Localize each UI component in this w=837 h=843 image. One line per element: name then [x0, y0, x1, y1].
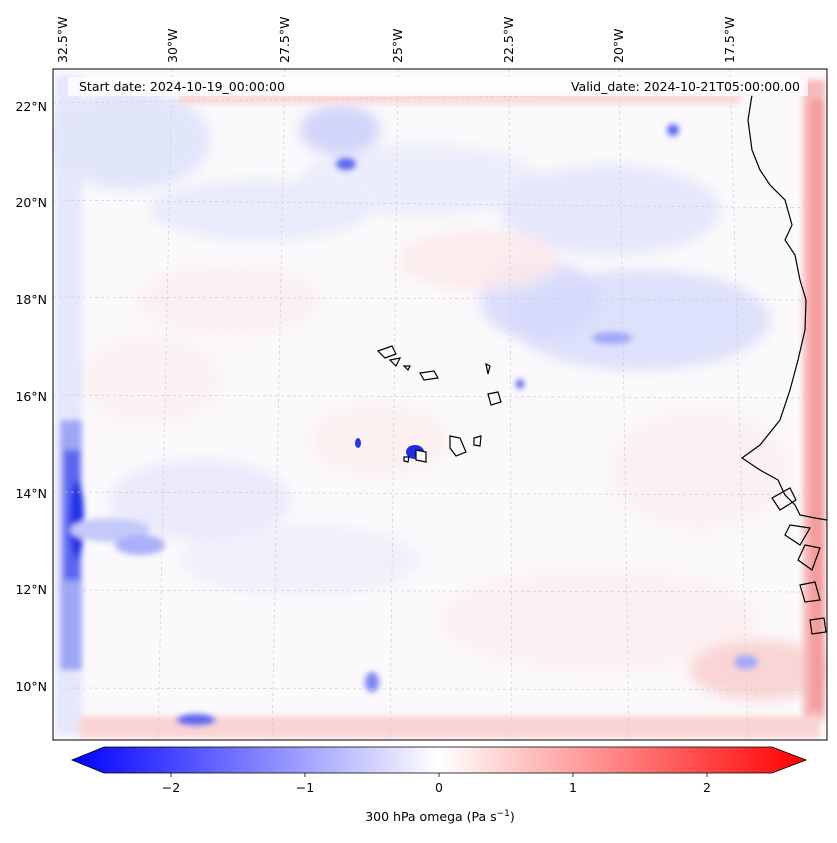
lat-label: 16°N: [15, 389, 47, 404]
valid-date-label: Valid_date: 2024-10-21T05:00:00.00: [571, 79, 800, 94]
colorbar-tick: −1: [296, 780, 314, 795]
lon-label: 30°W: [165, 28, 180, 63]
graticule: [53, 69, 827, 740]
colorbar-tick: −2: [162, 780, 180, 795]
longitude-labels: 32.5°W 30°W 27.5°W 25°W 22.5°W 20°W 17.5…: [55, 17, 737, 63]
map-panel: Start date: 2024-10-19_00:00:00 Valid_da…: [52, 68, 828, 741]
lon-label: 27.5°W: [277, 17, 292, 63]
lat-label: 18°N: [15, 292, 47, 307]
map-frame: [52, 68, 828, 741]
lon-label: 17.5°W: [722, 17, 737, 63]
colorbar-tick: 2: [703, 780, 711, 795]
lat-label: 12°N: [15, 582, 47, 597]
start-date-label: Start date: 2024-10-19_00:00:00: [79, 79, 285, 94]
latitude-labels: 22°N 20°N 18°N 16°N 14°N 12°N 10°N: [15, 99, 47, 694]
lon-label: 25°W: [390, 28, 405, 63]
lat-label: 22°N: [15, 99, 47, 114]
lat-label: 14°N: [15, 486, 47, 501]
colorbar-label: 300 hPa omega (Pa s−1): [365, 809, 515, 824]
coastline: [740, 94, 827, 635]
lon-label: 20°W: [611, 28, 626, 63]
colorbar: −2 −1 0 1 2 300 hPa omega (Pa s−1): [70, 746, 808, 824]
lon-label: 22.5°W: [501, 17, 516, 63]
lon-label: 32.5°W: [55, 17, 70, 63]
omega-field: [53, 69, 827, 740]
colorbar-tick: 0: [435, 780, 443, 795]
cape-verde-islands: [376, 345, 502, 463]
lat-label: 10°N: [15, 679, 47, 694]
colorbar-tick: 1: [569, 780, 577, 795]
colorbar-body: [70, 746, 808, 774]
lat-label: 20°N: [15, 195, 47, 210]
